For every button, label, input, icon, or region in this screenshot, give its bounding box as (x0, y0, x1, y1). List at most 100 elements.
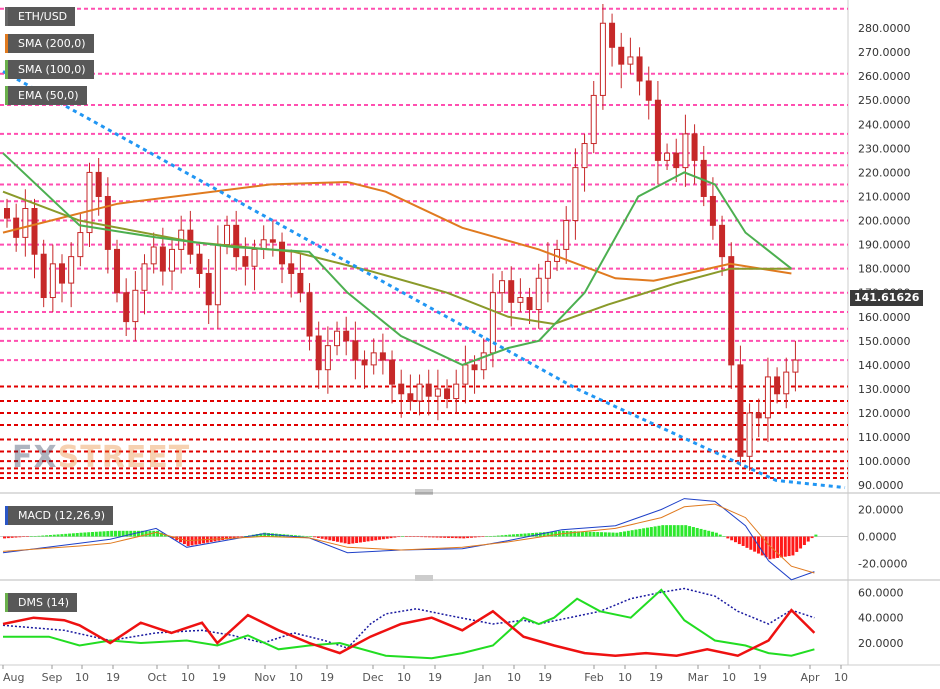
y-tick-label: 140.0000 (858, 359, 911, 372)
candle-body (425, 383, 432, 397)
x-tick-label: 19 (320, 671, 334, 684)
candle-body (196, 253, 203, 274)
macd-histogram-bar (642, 528, 646, 537)
candle-body (361, 359, 368, 366)
macd-histogram-bar (638, 528, 642, 537)
macd-histogram-bar (401, 536, 405, 537)
macd-histogram-bar (806, 536, 810, 542)
dms-y-tick-label: 60.0000 (858, 586, 904, 599)
y-tick-label: 200.0000 (858, 215, 911, 228)
macd-histogram-bar (125, 530, 129, 537)
macd-histogram-bar (492, 535, 496, 537)
macd-histogram-bar (293, 535, 297, 537)
y-tick-label: 220.0000 (858, 166, 911, 179)
macd-histogram-bar (64, 533, 68, 537)
x-tick-label: 10 (181, 671, 195, 684)
candle-body (40, 253, 47, 299)
macd-histogram-bar (580, 531, 584, 537)
macd-histogram-bar (190, 536, 194, 546)
macd-histogram-bar (489, 536, 493, 537)
macd-histogram-bar (668, 525, 672, 537)
macd-histogram-bar (98, 531, 102, 537)
macd-histogram-bar (420, 536, 424, 538)
macd-histogram-bar (619, 532, 623, 537)
candle-body (645, 80, 652, 101)
candle-body (691, 133, 698, 161)
macd-histogram-bar (810, 536, 814, 539)
macd-histogram-bar (83, 532, 87, 537)
macd-histogram-bar (244, 536, 248, 537)
macd-histogram-bar (152, 530, 156, 537)
watermark-fx: FX (12, 440, 58, 475)
macd-histogram-bar (450, 536, 454, 539)
macd-histogram-bar (351, 536, 355, 544)
candle-body (774, 376, 781, 395)
macd-histogram-bar (661, 525, 665, 537)
ema50-label[interactable]: EMA (50,0) (5, 86, 87, 105)
macd-histogram-bar (542, 532, 546, 537)
candle-body (755, 412, 762, 419)
macd-histogram-bar (691, 527, 695, 537)
macd-histogram-bar (290, 534, 294, 537)
candle-body (95, 171, 102, 197)
current-price-badge: 141.61626 (850, 290, 924, 306)
candle-body (370, 352, 377, 366)
macd-histogram-bar (37, 535, 41, 537)
macd-histogram-bar (435, 536, 439, 538)
macd-histogram-bar (680, 525, 684, 537)
macd-histogram-bar (439, 536, 443, 538)
x-tick-label: 19 (649, 671, 663, 684)
macd-histogram-bar (22, 536, 26, 537)
macd-histogram-bar (760, 536, 764, 556)
macd-histogram-bar (649, 527, 653, 537)
macd-histogram-bar (355, 536, 359, 543)
adx-line (2, 587, 815, 649)
macd-histogram-bar (362, 536, 366, 542)
candle-body (242, 256, 249, 267)
y-tick-label: 210.0000 (858, 190, 911, 203)
candle-body (572, 167, 579, 222)
y-tick-label: 280.0000 (858, 22, 911, 35)
candle-body (471, 364, 478, 371)
candle-body (214, 244, 221, 306)
macd-histogram-bar (263, 532, 267, 537)
macd-histogram-bar (726, 536, 730, 539)
y-tick-label: 250.0000 (858, 94, 911, 107)
macd-histogram-bar (301, 535, 305, 537)
candle-body (123, 292, 130, 323)
candle-body (664, 152, 671, 161)
dms-label[interactable]: DMS (14) (5, 593, 78, 612)
candle-body (233, 224, 240, 258)
candle-body (609, 22, 616, 48)
candle-body (737, 364, 744, 457)
symbol-label[interactable]: ETH/USD (5, 7, 76, 26)
macd-histogram-bar (776, 536, 780, 558)
macd-histogram-bar (711, 531, 715, 537)
macd-histogram-bar (159, 532, 163, 537)
candle-body (269, 239, 276, 243)
macd-histogram-bar (374, 536, 378, 541)
macd-histogram-bar (3, 536, 6, 539)
sma100-line (2, 190, 792, 326)
candle-body (627, 56, 634, 65)
macd-label[interactable]: MACD (12,26,9) (5, 506, 114, 525)
macd-histogram-bar (764, 536, 768, 558)
macd-histogram-bar (730, 536, 734, 541)
sma100-label[interactable]: SMA (100,0) (5, 60, 94, 79)
macd-histogram-bar (236, 536, 240, 538)
candle-body (13, 217, 20, 238)
macd-histogram-bar (695, 527, 699, 537)
macd-histogram-bar (799, 536, 803, 549)
y-tick-label: 150.0000 (858, 335, 911, 348)
macd-histogram-bar (140, 530, 144, 537)
sma200-label[interactable]: SMA (200,0) (5, 34, 94, 53)
candle-body (508, 280, 515, 303)
macd-histogram-bar (737, 536, 741, 545)
macd-histogram-bar (309, 536, 313, 537)
macd-histogram-bar (504, 534, 508, 537)
candle-body (159, 246, 166, 272)
macd-histogram-bar (623, 531, 627, 537)
macd-histogram-bar (653, 526, 657, 537)
macd-histogram-bar (316, 536, 320, 539)
y-tick-label: 180.0000 (858, 263, 911, 276)
